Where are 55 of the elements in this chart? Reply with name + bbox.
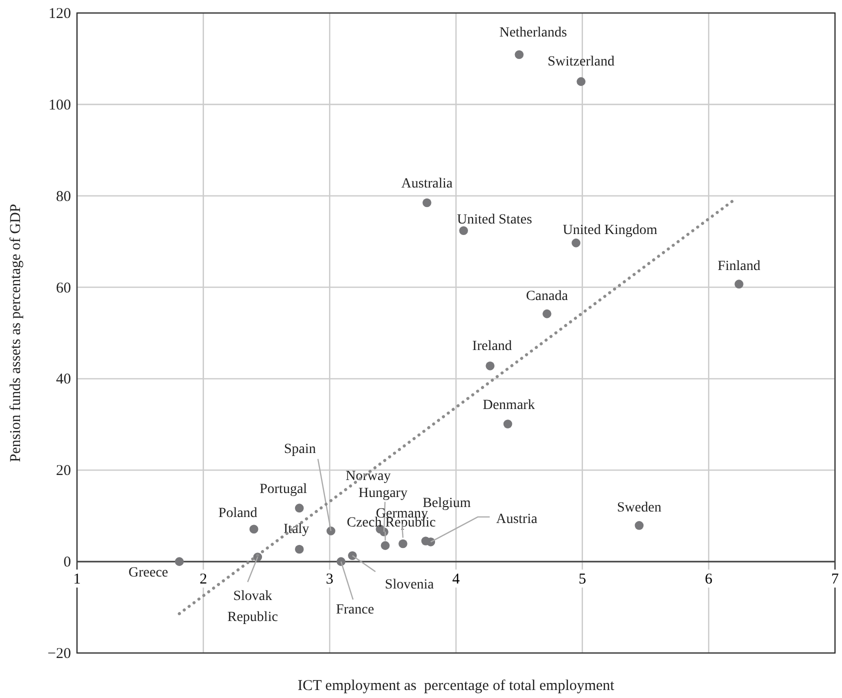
point [380, 541, 390, 550]
y-tick-label: 100 [48, 97, 71, 114]
text: Spain [284, 442, 316, 457]
series-label: United Kingdom [562, 222, 658, 238]
x-axis-title: ICT employment as percentage of total employment [298, 678, 616, 694]
text: Slovak Republic [227, 589, 278, 625]
series-label: Ireland [472, 338, 512, 354]
point [249, 524, 258, 534]
point [503, 420, 512, 428]
point [174, 557, 184, 566]
y-tick-label: 40 [56, 372, 71, 388]
point [422, 198, 432, 208]
series-label: Italy [284, 522, 310, 538]
y-tick-label: 80 [56, 188, 71, 205]
point [542, 309, 552, 318]
series-label: Canada [526, 288, 569, 304]
text: Hungary [358, 486, 408, 501]
point [398, 539, 408, 548]
series-label: Poland [218, 506, 258, 522]
text: Norway [346, 469, 391, 484]
point [486, 362, 495, 370]
series-label: Belgium [422, 496, 471, 511]
point [734, 280, 744, 288]
series-label: Finland [718, 259, 760, 274]
y-axis-title: Pension funds assets as percentage of GDP [8, 204, 24, 462]
y-tick-label: 0 [64, 554, 71, 571]
y-tick-label: 60 [56, 280, 71, 296]
text: France [336, 602, 374, 618]
point [576, 77, 586, 86]
y-tick-label: 20 [56, 463, 71, 480]
text: Austria [496, 512, 538, 527]
y-tick-label: −20 [48, 646, 71, 662]
series-label: Sweden [617, 500, 662, 516]
x-tick-label: 5 [578, 572, 586, 588]
point [459, 226, 468, 235]
x-tick-label: 2 [200, 572, 208, 588]
series-label: Australia [401, 176, 454, 192]
point [572, 238, 580, 248]
series-label: Switzerland [548, 54, 615, 70]
text: Slovenia [384, 578, 435, 593]
series-label: United States [457, 212, 532, 228]
point [294, 504, 304, 512]
point [634, 521, 644, 530]
series-label: Portugal [260, 482, 308, 498]
series-label: Netherlands [499, 26, 567, 41]
x-tick-label: 6 [704, 572, 713, 588]
x-tick-label: 7 [831, 572, 840, 588]
x-tick-label: 3 [326, 572, 334, 588]
y-tick-label: 120 [48, 6, 71, 22]
series-label: Denmark [482, 398, 535, 413]
x-tick-label: 1 [73, 572, 81, 588]
point [294, 544, 304, 554]
x-tick-label: 4 [452, 572, 460, 588]
series-label: Greece [128, 566, 168, 581]
point [514, 50, 524, 59]
